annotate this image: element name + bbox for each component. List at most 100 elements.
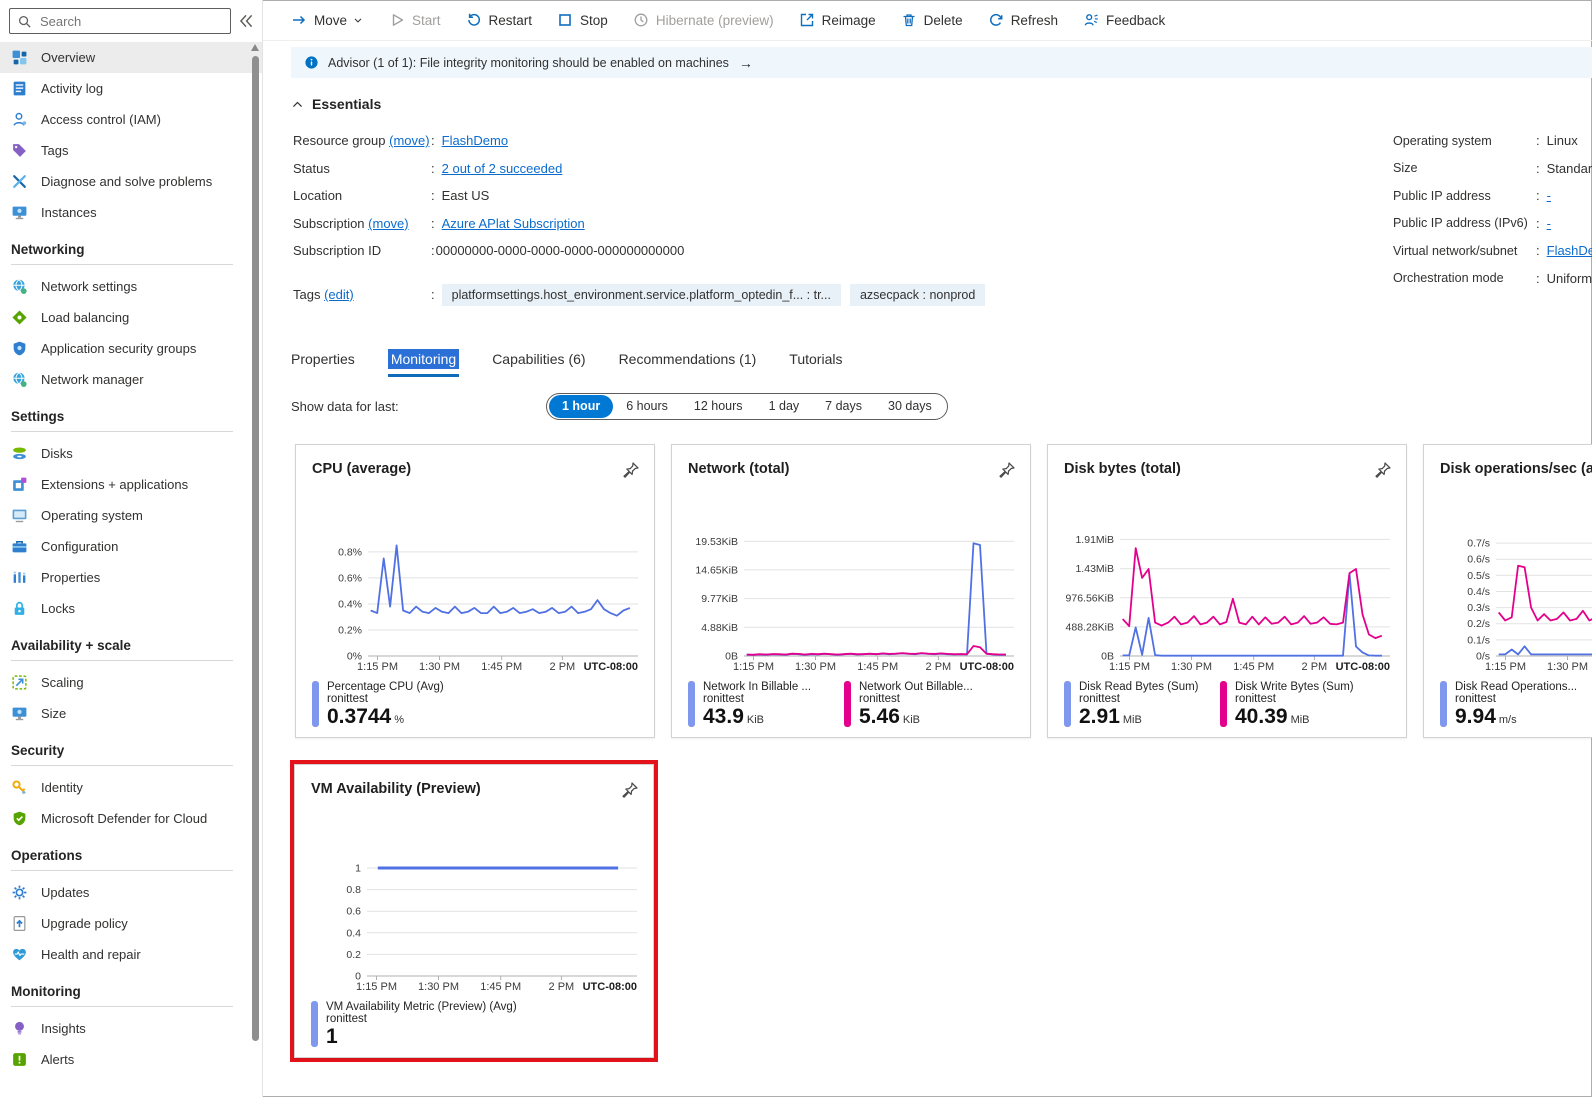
banner-arrow-icon[interactable]: → (738, 54, 753, 71)
toolbar-label: Delete (923, 12, 963, 28)
sidebar-item-scaling[interactable]: Scaling (0, 667, 262, 698)
legend-resource-name: ronittest (1079, 693, 1120, 705)
toolbar-delete-button[interactable]: Delete (901, 12, 963, 28)
chart-plot-cpu: 0.8% 0.6% 0.4% 0.2% 0%1:15 PM 1:30 PM 1:45 PM 2… (338, 544, 638, 673)
advisor-banner-text[interactable]: Advisor (1 of 1): File integrity monitor… (328, 55, 729, 70)
chart-card-cpu: CPU (average) 0.8% 0.6% 0.4% 0.2% 0% 1:15 PM 1:… (295, 444, 655, 738)
legend-entry: Percentage CPU (Avg) ronittest 0.3744% (312, 681, 444, 729)
scroll-up-icon[interactable] (251, 44, 259, 51)
legend-unit: MiB (1122, 714, 1142, 726)
svg-text:4.88KiB: 4.88KiB (701, 622, 738, 634)
pin-icon[interactable] (1374, 461, 1392, 479)
sidebar-item-updates[interactable]: Updates (0, 877, 262, 908)
field-label: Subscription ID (293, 243, 382, 259)
sidebar-item-operating-system[interactable]: Operating system (0, 500, 262, 531)
tab-recommendations-1[interactable]: Recommendations (1) (619, 351, 757, 377)
toolbar-stop-button[interactable]: Stop (557, 12, 608, 28)
toolbar-feedback-button[interactable]: Feedback (1083, 12, 1165, 28)
field-value-resource-group[interactable]: FlashDemo (441, 133, 509, 149)
search-box[interactable] (9, 8, 231, 34)
sidebar-item-tags[interactable]: Tags (0, 135, 262, 166)
sidebar-item-label: Network settings (41, 279, 138, 294)
tab-capabilities-6[interactable]: Capabilities (6) (492, 351, 585, 377)
sidebar-item-configuration[interactable]: Configuration (0, 531, 262, 562)
range-12-hours[interactable]: 12 hours (693, 399, 743, 413)
tab-properties[interactable]: Properties (291, 351, 355, 377)
command-bar: Move Start Restart Stop Hibernate (preview) R… (263, 0, 1592, 41)
health-repair-icon (11, 946, 28, 963)
reimage-icon (799, 12, 815, 28)
sidebar-item-access-control-iam[interactable]: Access control (IAM) (0, 104, 262, 135)
sidebar-item-properties[interactable]: Properties (0, 562, 262, 593)
sidebar-item-label: Locks (41, 601, 75, 616)
essentials-row-subscription: Subscription (move): Azure APlat Subscrip… (293, 210, 1053, 238)
divider (11, 1006, 233, 1007)
range-6-hours[interactable]: 6 hours (626, 399, 668, 413)
sidebar-item-identity[interactable]: Identity (0, 772, 262, 803)
svg-text:UTC-08:00: UTC-08:00 (960, 661, 1014, 673)
sidebar-item-microsoft-defender-for-cloud[interactable]: Microsoft Defender for Cloud (0, 803, 262, 834)
sidebar-section-header-networking: Networking (11, 242, 85, 257)
tab-tutorials[interactable]: Tutorials (789, 351, 842, 377)
edit-link[interactable]: (edit) (324, 287, 354, 302)
sidebar-section-header-availability-scale: Availability + scale (11, 638, 131, 653)
field-value-virtual-network-subnet[interactable]: FlashDemo (1546, 243, 1592, 259)
configuration-icon (11, 538, 28, 555)
sidebar-collapse-icon[interactable] (237, 12, 255, 30)
sidebar-scrollbar[interactable] (251, 44, 260, 1094)
toolbar-move-button[interactable]: Move (291, 12, 364, 28)
sidebar-item-activity-log[interactable]: Activity log (0, 73, 262, 104)
chart-legend: Network In Billable ... ronittest 43.9 KiB N… (688, 681, 1016, 729)
sidebar-item-disks[interactable]: Disks (0, 438, 262, 469)
toolbar-restart-button[interactable]: Restart (466, 12, 532, 28)
range-1-day[interactable]: 1 day (768, 399, 800, 413)
chart-title: VM Availability (Preview) (311, 781, 481, 797)
sidebar-item-instances[interactable]: Instances (0, 197, 262, 228)
svg-text:1:15 PM: 1:15 PM (1485, 661, 1526, 673)
tab-label: Properties (291, 351, 355, 367)
range-7-days[interactable]: 7 days (825, 399, 862, 413)
sidebar-item-application-security-groups[interactable]: Application security groups (0, 333, 262, 364)
sidebar-item-locks[interactable]: Locks (0, 593, 262, 624)
sidebar-item-diagnose-and-solve-problems[interactable]: Diagnose and solve problems (0, 166, 262, 197)
field-value-public-ip-address[interactable]: - (1546, 188, 1551, 204)
pin-icon[interactable] (622, 461, 640, 479)
sidebar-item-load-balancing[interactable]: Load balancing (0, 302, 262, 333)
pin-icon[interactable] (621, 781, 639, 799)
tab-monitoring[interactable]: Monitoring (387, 349, 460, 377)
svg-text:488.28KiB: 488.28KiB (1066, 621, 1114, 633)
search-input[interactable] (38, 12, 230, 30)
pin-icon[interactable] (998, 461, 1016, 479)
toolbar-refresh-button[interactable]: Refresh (988, 12, 1058, 28)
sidebar-item-insights[interactable]: Insights (0, 1013, 262, 1044)
field-label: Virtual network/subnet (1393, 243, 1518, 258)
move-link[interactable]: (move) (389, 133, 430, 149)
sidebar-nav: Overview Activity log Access control (IAM)… (0, 38, 262, 1075)
field-value-subscription[interactable]: Azure APlat Subscription (441, 215, 585, 231)
field-value-public-ip-address-ipv6[interactable]: - (1546, 215, 1551, 231)
range-30-days[interactable]: 30 days (888, 399, 932, 413)
toolbar-label: Start (412, 12, 441, 28)
move-link[interactable]: (move) (368, 215, 409, 231)
sidebar-item-health-and-repair[interactable]: Health and repair (0, 939, 262, 970)
sidebar-item-network-settings[interactable]: Network settings (0, 271, 262, 302)
range-1-hour[interactable]: 1 hour (549, 395, 614, 418)
essentials-header[interactable]: Essentials (291, 94, 1592, 114)
sidebar-item-extensions-applications[interactable]: Extensions + applications (0, 469, 262, 500)
toolbar-reimage-button[interactable]: Reimage (799, 12, 876, 28)
legend-value: 2.91 (1079, 705, 1120, 728)
svg-text:UTC-08:00: UTC-08:00 (584, 661, 638, 673)
sidebar-item-size[interactable]: Size (0, 698, 262, 729)
legend-entry: Disk Read Bytes (Sum) ronittest 2.91 MiB (1064, 681, 1210, 729)
sidebar-item-network-manager[interactable]: Network manager (0, 364, 262, 395)
field-value-status[interactable]: 2 out of 2 succeeded (441, 160, 563, 176)
essentials-row-virtual-network-subnet: Virtual network/subnet: FlashDemo (1393, 237, 1592, 265)
svg-text:1:45 PM: 1:45 PM (1233, 661, 1274, 673)
essentials-section: Essentials Resource group (move): FlashDe… (291, 94, 1592, 307)
colon: : (1536, 215, 1540, 231)
scaling-icon (11, 674, 28, 691)
sidebar-item-overview[interactable]: Overview (0, 42, 262, 73)
scrollbar-thumb[interactable] (252, 56, 259, 1041)
sidebar-item-upgrade-policy[interactable]: Upgrade policy (0, 908, 262, 939)
sidebar-item-alerts[interactable]: Alerts (0, 1044, 262, 1075)
